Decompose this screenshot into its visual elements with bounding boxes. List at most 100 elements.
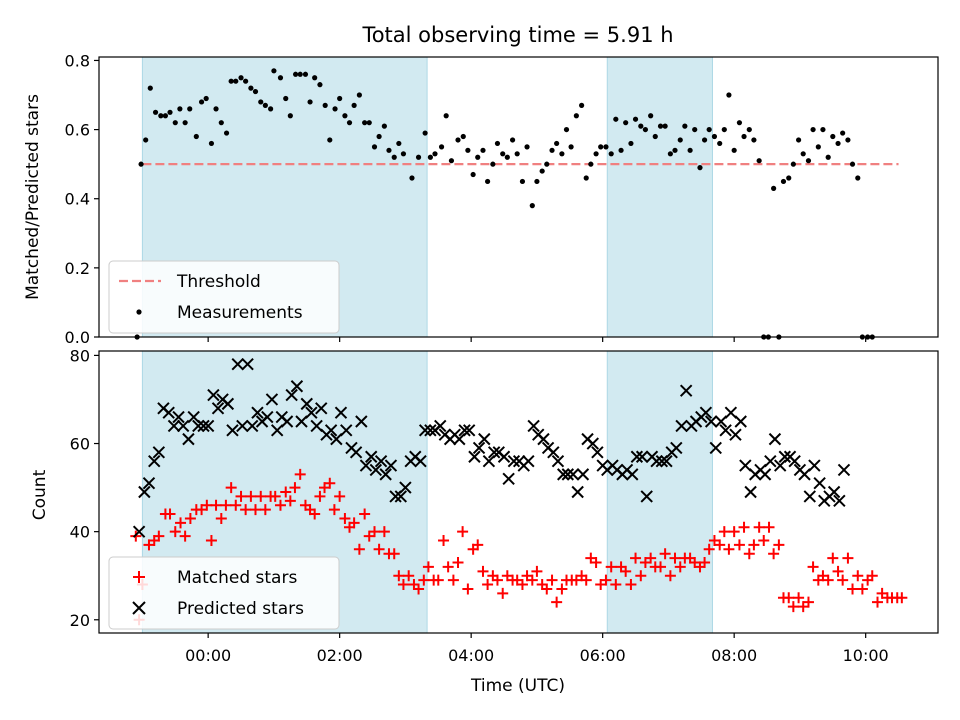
matched-star-point (491, 574, 503, 586)
measurement-point (544, 161, 550, 167)
measurement-point (840, 130, 846, 136)
matched-star-point (422, 561, 434, 573)
measurement-point (648, 113, 654, 119)
measurement-point (172, 120, 178, 126)
predicted-star-point (349, 446, 363, 459)
predicted-star-point (704, 415, 718, 428)
predicted-star-point (280, 415, 294, 428)
measurement-point (593, 151, 599, 157)
axes-frame (98, 350, 939, 634)
measurement-point (448, 158, 455, 164)
predicted-star-point (679, 384, 693, 397)
predicted-star-point (591, 446, 604, 459)
matched-star-point (418, 574, 430, 586)
matched-star-point (472, 539, 484, 551)
matched-star-point (309, 508, 321, 520)
matched-star-point (728, 526, 740, 538)
measurement-point (490, 161, 496, 167)
measurement-point (672, 147, 678, 153)
matched-star-point (896, 592, 908, 604)
matched-star-point (738, 521, 750, 533)
matched-star-point (645, 552, 657, 564)
predicted-star-point (497, 450, 511, 463)
measurement-point (539, 168, 545, 174)
matched-star-point (664, 570, 676, 582)
measurement-point (825, 154, 831, 160)
measurement-point (400, 151, 407, 157)
predicted-star-point (355, 415, 368, 428)
predicted-star-point (798, 468, 811, 481)
matched-star-point (659, 548, 671, 560)
measurement-point (208, 140, 215, 147)
predicted-star-point (300, 397, 313, 411)
predicted-star-point (324, 424, 338, 437)
y-tick-label: 0.2 (65, 259, 90, 278)
measurement-point (143, 137, 149, 143)
matched-star-point (610, 579, 622, 591)
predicted-star-point (527, 419, 540, 433)
measurement-point (228, 78, 234, 84)
matched-star-point (758, 534, 770, 546)
measurement-point (283, 95, 289, 102)
matched-star-point (541, 583, 553, 595)
matched-star-point (872, 596, 884, 608)
predicted-star-point (453, 432, 466, 446)
y-tick-label: 60 (70, 435, 90, 454)
y-tick-label: 0.6 (65, 121, 90, 140)
predicted-star-point (132, 525, 146, 538)
predicted-star-point (813, 476, 826, 490)
matched-star-point (477, 565, 489, 577)
predicted-star-point (502, 472, 515, 485)
predicted-star-point (729, 428, 742, 441)
shaded-interval (606, 350, 713, 634)
predicted-star-point (576, 468, 590, 481)
measurement-point (351, 102, 357, 108)
predicted-star-point (374, 454, 388, 468)
matched-star-point (359, 508, 371, 520)
matched-star-point (625, 579, 637, 591)
predicted-star-point (434, 419, 447, 433)
measurement-point (218, 120, 224, 126)
predicted-star-point (310, 419, 323, 433)
x-tick-label: 08:00 (711, 646, 757, 665)
measurement-point (697, 165, 703, 171)
predicted-star-point (142, 476, 156, 490)
matched-star-point (630, 552, 642, 564)
y-tick-label: 40 (70, 523, 90, 542)
measurement-point (815, 144, 821, 150)
x-tick-label: 04:00 (448, 646, 494, 665)
matched-star-point (482, 579, 494, 591)
matched-star-point (600, 574, 612, 586)
legend-box (108, 556, 340, 630)
predicted-star-point (724, 406, 738, 419)
measurement-point (554, 140, 560, 147)
matched-star-point (866, 570, 878, 582)
x-tick-label: 02:00 (317, 646, 363, 665)
y-axis-label-bottom: Count (30, 469, 50, 520)
predicted-star-point (290, 380, 304, 393)
measurement-point (855, 175, 861, 181)
measurement-point (409, 175, 415, 181)
y-axis-label-top: Matched/Predicted stars (23, 94, 43, 300)
predicted-star-point (566, 468, 580, 481)
matched-star-point (837, 574, 849, 586)
matched-star-point (153, 530, 165, 542)
measurement-point (628, 140, 634, 147)
predicted-star-point (788, 454, 801, 468)
matched-star-point (215, 512, 227, 524)
predicted-star-point (714, 415, 728, 428)
predicted-star-point (655, 454, 669, 468)
measurement-point (460, 133, 466, 140)
measurement-point (771, 185, 777, 191)
matched-star-point (373, 543, 385, 555)
predicted-star-point (340, 424, 353, 437)
predicted-star-point (265, 393, 279, 406)
measurement-point (717, 140, 723, 147)
predicted-star-point (734, 415, 747, 428)
predicted-star-point (586, 437, 600, 450)
measurement-point (756, 158, 762, 164)
measurement-point (162, 113, 169, 119)
measurement-point (849, 161, 856, 167)
measurement-point (780, 178, 787, 185)
legend-box (108, 260, 340, 334)
